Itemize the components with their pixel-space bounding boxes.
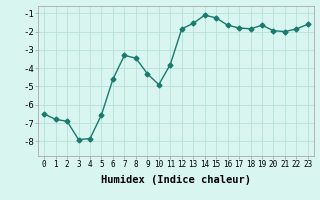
X-axis label: Humidex (Indice chaleur): Humidex (Indice chaleur) (101, 175, 251, 185)
